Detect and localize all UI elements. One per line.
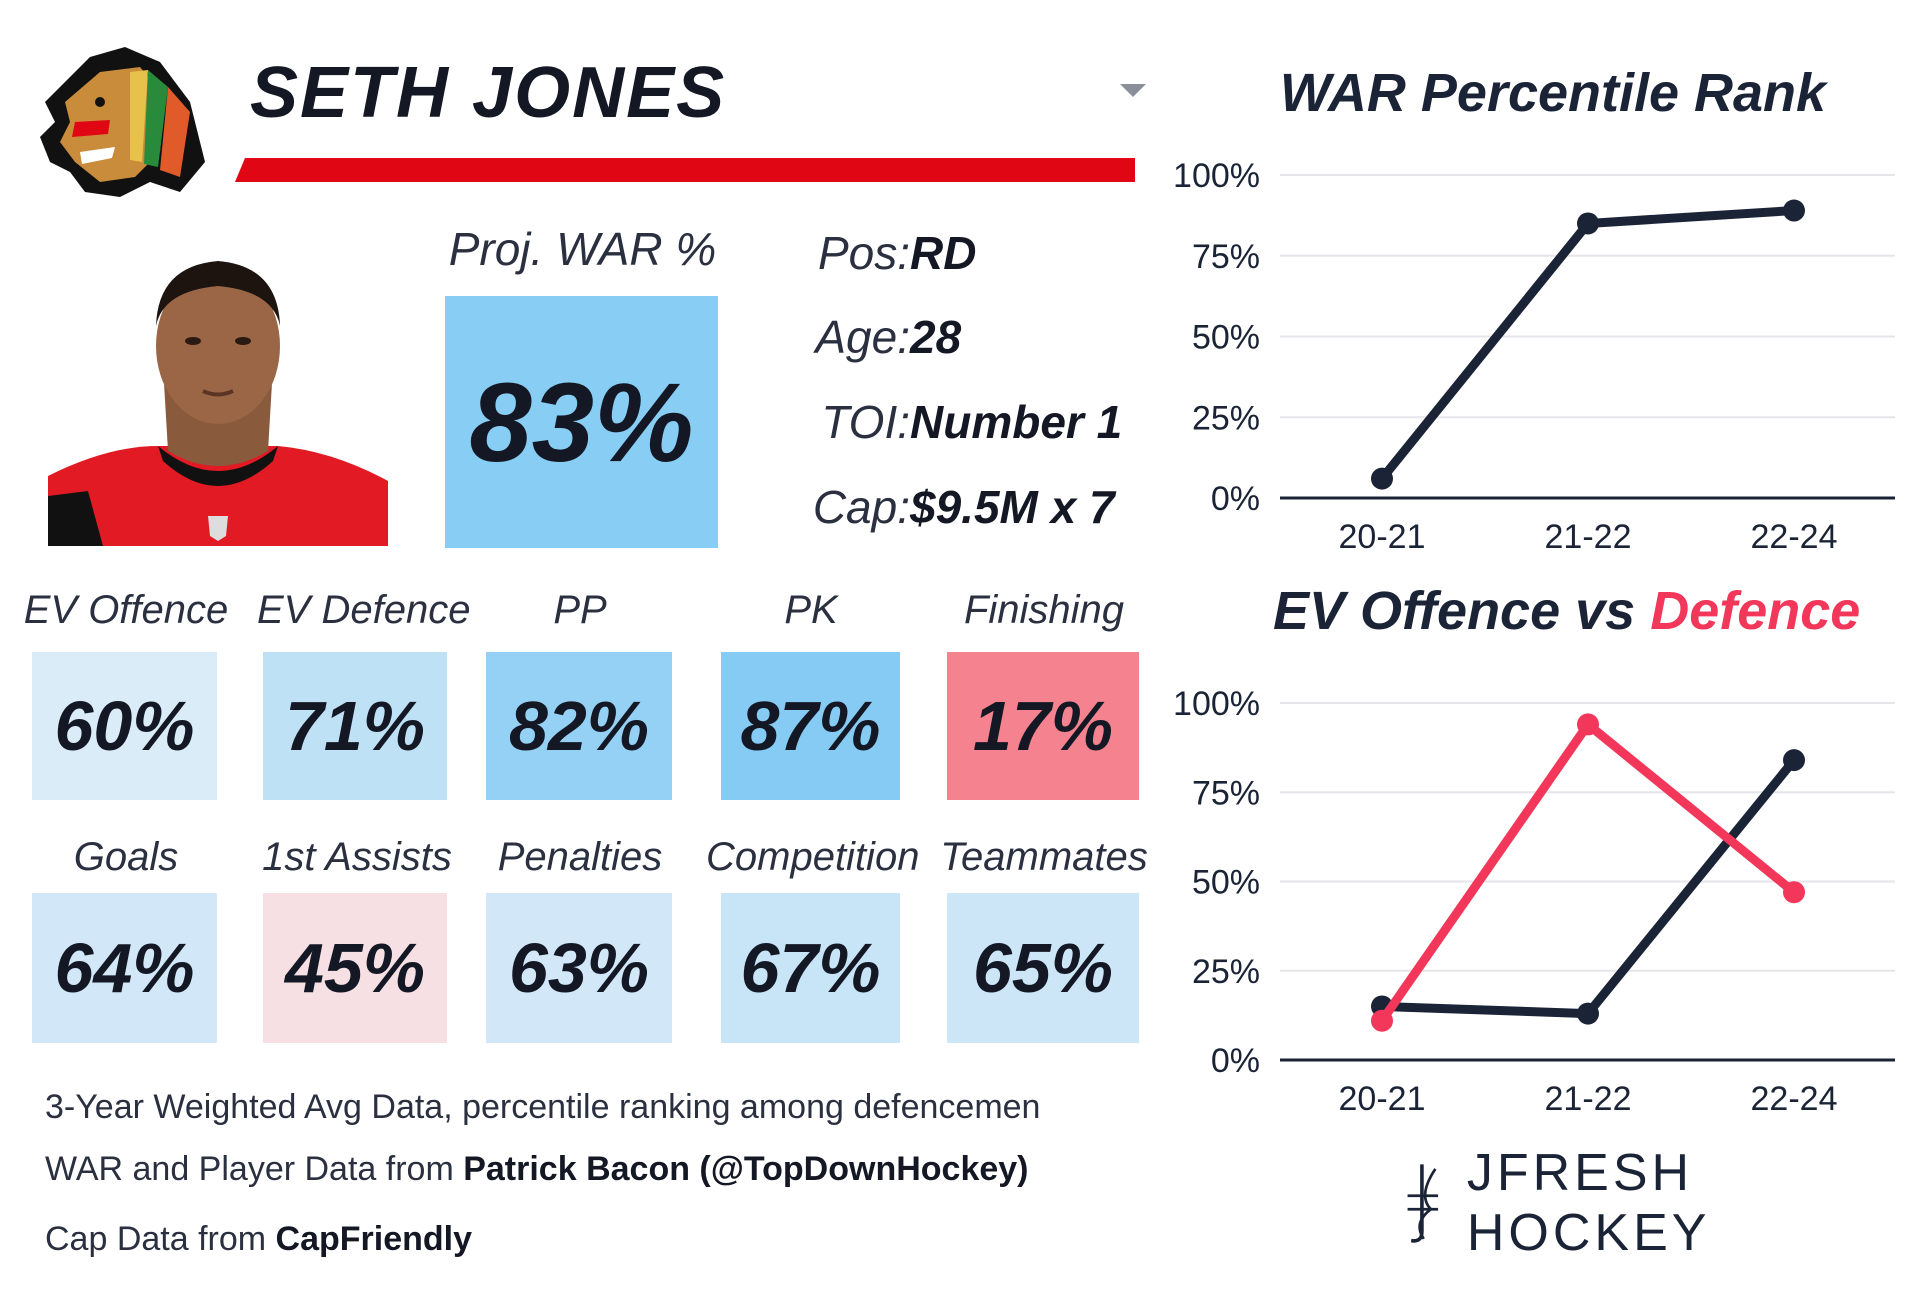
y-tick-label: 100% [1173,157,1260,195]
tile-label-competition: Competition [706,835,920,879]
y-tick-label: 75% [1192,774,1260,812]
x-tick-label: 20-21 [1339,1080,1426,1118]
y-tick-label: 0% [1211,1042,1260,1080]
blackhawks-logo [30,42,220,202]
series-line [1377,206,1799,484]
brand-name: JFRESH HOCKEY [1466,1143,1711,1262]
tile-penalties: 63% [486,893,672,1043]
data-point [1783,199,1805,222]
tile-label-pp: PP [553,588,607,632]
chart-title-ev: EV Offence vs Defence [1273,580,1860,642]
footer-source-prefix: WAR and Player Data from [45,1150,464,1188]
tile-label-finishing: Finishing [963,588,1125,632]
footer-source-war: WAR and Player Data from Patrick Bacon (… [45,1150,1029,1189]
footer-note: 3-Year Weighted Avg Data, percentile ran… [45,1088,1041,1126]
footer-cap-prefix: Cap Data from [45,1220,276,1258]
y-tick-label: 0% [1211,480,1260,518]
chart-title-war: WAR Percentile Rank [1279,63,1827,123]
ev-offence-defence-chart: 0% 25% 50% 75% 100% 20-21 21-22 22-24 [1173,685,1895,1118]
x-tick-label: 22-24 [1751,1080,1838,1118]
tile-label-goals: Goals [73,835,179,879]
data-point [1783,749,1805,772]
player-photo [48,246,388,546]
info-value: 28 [910,311,962,363]
x-tick-label: 21-22 [1545,518,1632,556]
tile-ev-defence: 71% [263,652,447,800]
tile-1st-assists: 45% [263,893,447,1043]
y-tick-label: 100% [1173,685,1260,723]
x-tick-label: 22-24 [1751,518,1838,556]
tile-label-pk: PK [784,588,838,632]
tile-label-ev-offence: EV Offence [23,588,229,632]
info-label: TOI: [821,396,910,448]
tile-ev-offence: 60% [32,652,217,800]
data-point [1783,881,1805,904]
tile-label-penalties: Penalties [497,835,663,879]
info-row-position: Pos: RD [790,226,1120,286]
info-row-toi: TOI: Number 1 [790,395,1123,455]
tile-finishing: 17% [947,652,1139,800]
y-tick-label: 75% [1192,238,1260,276]
info-label: Cap: [812,481,910,533]
info-row-age: Age: 28 [790,310,1120,370]
chart-title-ev-part2: vs [1575,581,1636,641]
player-name: SETH JONES [250,53,727,133]
data-point [1577,713,1599,736]
tile-teammates: 65% [947,893,1139,1043]
tile-competition: 67% [721,893,900,1043]
tile-pk: 87% [721,652,900,800]
info-label: Pos: [817,227,910,279]
tile-label-1st-assists: 1st Assists [262,835,452,879]
data-point [1371,1009,1393,1032]
x-tick-label: 21-22 [1545,1080,1632,1118]
footer-source-cap: Cap Data from CapFriendly [45,1220,472,1259]
info-row-cap: Cap: $9.5M x 7 [790,480,1120,540]
war-percentile-chart: 0% 25% 50% 75% 100% 20-21 21-22 22-24 [1173,157,1895,556]
info-value: $9.5M x 7 [910,481,1115,533]
footer-source-author: Patrick Bacon (@TopDownHockey) [463,1150,1029,1188]
header-divider [235,158,1135,182]
y-tick-label: 50% [1192,319,1260,357]
chart-title-ev-part1: EV Offence [1273,581,1561,641]
tile-goals: 64% [32,893,217,1043]
data-point [1371,467,1393,490]
y-tick-label: 25% [1192,953,1260,991]
series-line [1377,755,1799,1019]
series-line [1377,719,1799,1026]
proj-war-value: 83% [445,296,718,548]
tile-pp: 82% [486,652,672,800]
brand: JFRESH HOCKEY [1395,1144,1905,1262]
info-value: RD [910,227,977,279]
chart-title-ev-part3: Defence [1650,581,1861,641]
footer-cap-source: CapFriendly [275,1220,473,1258]
info-label: Age: [815,311,910,363]
tile-label-ev-defence: EV Defence [257,588,471,632]
x-tick-label: 20-21 [1339,518,1426,556]
info-value: Number 1 [910,396,1123,448]
tile-label-teammates: Teammates [940,835,1148,879]
jfresh-logo-icon [1407,1164,1439,1243]
y-tick-label: 50% [1192,864,1260,902]
y-tick-label: 25% [1192,399,1260,437]
chevron-down-icon[interactable] [1120,84,1146,97]
data-point [1577,1002,1599,1025]
data-point [1577,212,1599,235]
proj-war-label: Proj. WAR % [448,223,717,275]
